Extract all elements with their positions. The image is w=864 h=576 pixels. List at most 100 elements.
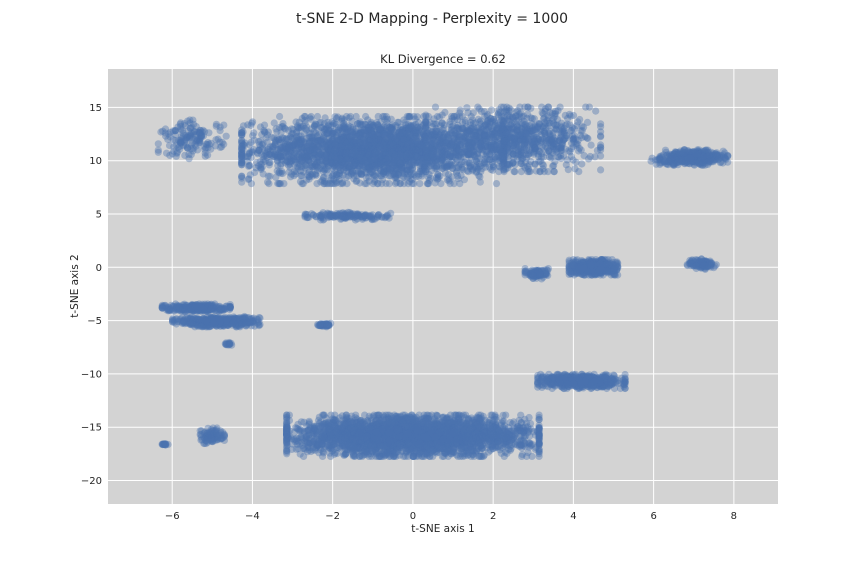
scatter-point [278,123,286,131]
scatter-point [536,270,544,278]
scatter-point [301,164,309,172]
scatter-point [325,146,333,154]
scatter-point [500,157,508,165]
scatter-point [415,132,423,140]
scatter-point [280,180,288,188]
scatter-point [389,154,397,162]
scatter-point [596,266,604,274]
scatter-point [275,153,283,161]
scatter-point [443,176,451,184]
scatter-point [320,133,328,141]
scatter-point [345,139,353,147]
scatter-point [408,144,416,153]
scatter-point [322,157,331,165]
scatter-point [238,139,246,147]
scatter-cluster [238,112,508,188]
scatter-point [285,138,293,147]
scatter-point [538,103,546,111]
scatter-point [333,171,341,179]
scatter-point [306,146,314,154]
scatter-point [180,132,188,140]
scatter-point [466,127,474,135]
scatter-point [453,167,461,176]
scatter-point [397,135,405,143]
scatter-point [289,129,297,138]
scatter-point [392,169,400,177]
scatter-point [347,164,355,172]
scatter-point [247,138,255,147]
scatter-point [385,156,393,165]
scatter-point [385,159,393,167]
scatter-point [454,135,462,144]
scatter-point [425,153,433,161]
scatter-point [390,171,398,179]
scatter-point [521,135,530,143]
scatter-point [336,155,344,163]
scatter-point [347,152,355,160]
scatter-point [448,158,456,166]
scatter-point [260,152,268,160]
scatter-point [282,148,290,156]
scatter-point [322,125,330,133]
scatter-point [257,160,265,168]
scatter-point [460,176,468,184]
scatter-point [267,150,275,158]
scatter-point [443,150,451,159]
plot-area [108,69,778,504]
scatter-point [418,164,426,172]
scatter-point [431,103,440,111]
scatter-point [422,130,430,138]
scatter-point [346,135,354,143]
scatter-point [277,136,285,144]
scatter-point [325,126,333,134]
scatter-point [353,147,361,155]
scatter-point [399,130,408,138]
scatter-point [500,137,508,146]
scatter-point [502,129,510,137]
scatter-point [345,156,354,164]
scatter-point [196,128,204,136]
scatter-point [477,127,485,135]
scatter-point [297,157,306,165]
scatter-point [435,144,443,152]
scatter-point [342,163,350,171]
scatter-point [282,143,290,151]
scatter-point [385,147,394,155]
scatter-point [422,140,430,148]
scatter-point [248,119,256,127]
scatter-point [364,144,372,152]
scatter-point [268,142,276,150]
scatter-point [575,265,583,273]
scatter-point [266,172,274,180]
scatter-point [476,145,484,153]
scatter-point [399,145,407,153]
scatter-point [587,141,595,149]
scatter-point [396,132,404,140]
scatter-point [380,141,388,149]
scatter-point [441,150,449,159]
scatter-point [271,141,279,149]
scatter-point [387,172,395,180]
scatter-point [254,150,262,158]
scatter-point [338,140,346,148]
scatter-point [359,125,367,133]
scatter-point [381,147,389,156]
scatter-point [565,110,574,118]
scatter-point [154,140,162,148]
scatter-point [414,123,422,131]
scatter-point [471,152,479,160]
scatter-point [381,145,389,153]
scatter-point [369,132,378,140]
scatter-point [368,130,376,138]
scatter-point [328,165,336,173]
scatter-point [205,129,213,137]
scatter-point [375,211,383,219]
scatter-point [365,158,374,166]
scatter-point [255,146,263,154]
scatter-point [322,151,330,159]
scatter-point [377,157,385,166]
scatter-point [404,137,412,145]
scatter-point [387,155,395,163]
scatter-point [365,136,373,145]
scatter-point [222,132,230,140]
